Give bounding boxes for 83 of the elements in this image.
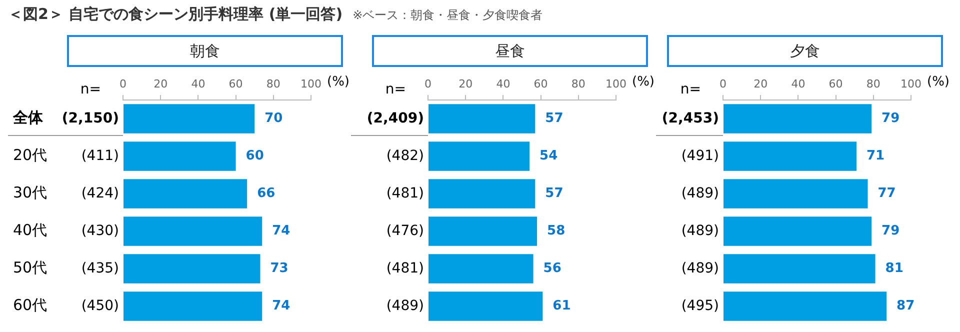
data-label: 58 (547, 224, 566, 239)
x-axis-title: (%) (327, 74, 350, 90)
text: (476) (386, 222, 424, 239)
data-label: 87 (896, 298, 915, 314)
y-tick-label: 20代 (13, 146, 48, 164)
data-label: 56 (543, 261, 562, 276)
chart-title: 朝食 (67, 35, 343, 67)
y-tick-label: 60代 (13, 296, 48, 314)
text: (430) (81, 222, 119, 239)
chart-title: 昼食 (372, 35, 648, 67)
x-tick-label: 100 (900, 77, 922, 90)
data-label: 61 (552, 298, 571, 314)
bar (124, 292, 262, 321)
x-tick-label: 40 (191, 77, 206, 90)
text: (411) (81, 148, 119, 164)
text: (435) (81, 260, 119, 276)
x-tick-label: 0 (120, 77, 126, 90)
bar (428, 104, 536, 134)
x-tick-label: 80 (571, 77, 586, 90)
y-tick-label: 50代 (13, 258, 48, 277)
text: (481) (386, 260, 424, 276)
bar (124, 179, 248, 208)
data-label: 79 (882, 111, 900, 126)
data-label: 79 (882, 224, 900, 239)
bar (428, 254, 534, 284)
y-tick-label: 40代 (13, 221, 48, 240)
x-axis-title: (%) (927, 74, 950, 90)
text: (489) (681, 260, 719, 276)
data-label: 74 (272, 224, 290, 239)
bar (124, 216, 262, 246)
bar (428, 179, 536, 208)
x-tick-label: 0 (424, 77, 432, 90)
x-tick-label: 80 (266, 77, 280, 90)
bar (428, 142, 530, 171)
text: (489) (386, 298, 424, 314)
x-tick-label: 40 (496, 77, 510, 90)
data-label: 54 (540, 148, 558, 164)
bar (428, 292, 543, 321)
x-tick-label: 60 (828, 77, 843, 90)
text: (489) (681, 185, 719, 202)
bar (124, 142, 236, 171)
data-label: 57 (545, 111, 564, 126)
text: (481) (386, 185, 424, 202)
x-tick-label: 60 (534, 77, 548, 90)
y-tick-label: 30代 (13, 184, 48, 202)
x-tick-label: 100 (300, 77, 322, 90)
x-tick-label: 20 (154, 77, 168, 90)
data-label: 74 (272, 298, 290, 314)
x-tick-label: 60 (228, 77, 243, 90)
text: (495) (681, 298, 719, 314)
data-label: 70 (264, 111, 283, 126)
bar (428, 216, 538, 246)
text: (482) (386, 148, 424, 164)
y-axis-title: n= (385, 82, 406, 98)
x-tick-label: 20 (754, 77, 768, 90)
x-tick-label: 40 (791, 77, 806, 90)
text: (2,409) (366, 110, 424, 126)
text: (491) (681, 148, 719, 164)
data-label: 57 (545, 186, 564, 202)
data-label: 81 (885, 261, 904, 276)
x-tick-label: 20 (458, 77, 473, 90)
y-tick-label: 全体 (12, 108, 44, 127)
text: ＜図2＞ 自宅での食シーン別手料理率 (単一回答) (8, 5, 343, 23)
x-tick-label: 80 (866, 77, 880, 90)
x-axis-title: (%) (632, 74, 654, 90)
x-tick-label: 0 (720, 77, 726, 90)
text: (489) (681, 222, 719, 239)
data-label: 71 (866, 148, 885, 164)
data-label: 73 (270, 261, 288, 276)
data-label: 60 (246, 148, 264, 164)
text: (2,150) (62, 110, 119, 126)
text: (424) (81, 185, 119, 202)
data-label: 66 (257, 186, 276, 202)
bar (124, 254, 260, 284)
y-axis-title: n= (80, 82, 101, 98)
text: ※ベース：朝食・昼食・夕食喫食者 (352, 8, 543, 22)
bar (124, 104, 255, 134)
y-axis-title: n= (680, 82, 701, 98)
text: (2,453) (662, 110, 719, 126)
text: (450) (81, 298, 119, 314)
x-tick-label: 100 (606, 77, 626, 90)
chart-title: 夕食 (667, 35, 943, 67)
data-label: 77 (878, 186, 896, 202)
